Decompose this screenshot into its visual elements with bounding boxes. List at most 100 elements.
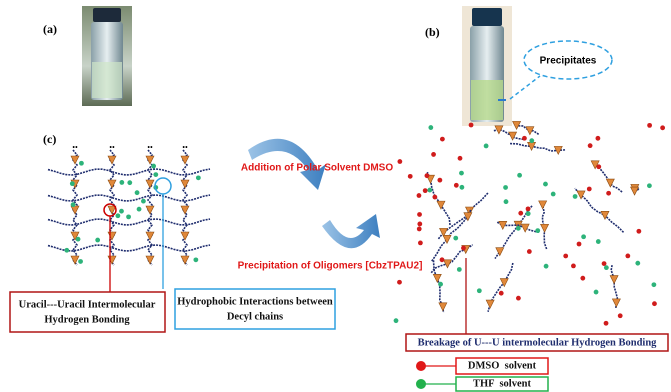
solvent [460, 185, 465, 190]
solvent [79, 161, 84, 166]
solvent [606, 191, 611, 196]
solvent [76, 237, 81, 242]
solvent [604, 321, 609, 326]
solvent [526, 206, 531, 211]
uracil [612, 299, 620, 307]
callout-text: Precipitates [540, 56, 597, 67]
legend-text: DMSO solvent [468, 360, 537, 371]
solvent [518, 211, 523, 216]
solvent [423, 188, 428, 193]
solvent [193, 257, 198, 262]
solvent [602, 261, 607, 266]
solvent [535, 228, 540, 233]
solvent [596, 239, 601, 244]
hbond: •• [72, 143, 78, 152]
solvent [573, 194, 578, 199]
hbond: •• [109, 143, 115, 152]
solvent [427, 188, 432, 193]
uracil [577, 191, 585, 199]
solvent [660, 125, 665, 130]
solvent [437, 178, 442, 183]
solvent [469, 123, 474, 128]
solvent [95, 238, 100, 243]
solvent [153, 172, 158, 177]
solvent [580, 276, 585, 281]
box-text: Breakage of U---U intermolecular Hydroge… [418, 337, 658, 348]
solvent [417, 227, 422, 232]
solvent [636, 229, 641, 234]
uracil [509, 132, 517, 140]
solvent [651, 282, 656, 287]
curved-arrow [322, 214, 380, 248]
solvent [115, 213, 120, 218]
solvent [127, 180, 132, 185]
solvent [417, 193, 422, 198]
solvent [571, 264, 576, 269]
solvent [563, 254, 568, 259]
solvent [432, 195, 437, 200]
solvent [527, 249, 532, 254]
solvent [137, 207, 142, 212]
solvent [551, 192, 556, 197]
solvent [499, 291, 504, 296]
solvent [440, 257, 445, 262]
panel-label: (a) [43, 22, 57, 36]
solvent [397, 280, 402, 285]
uracil [610, 276, 618, 284]
solvent [397, 159, 402, 164]
solvent [503, 185, 508, 190]
label-box [175, 289, 335, 329]
photo-b [462, 6, 512, 126]
hbond: •• [182, 143, 188, 152]
solvent [64, 248, 69, 253]
solvent [119, 180, 124, 185]
solvent [425, 173, 430, 178]
arrow-label: Precipitation of Oligomers [CbzTPAU2] [238, 261, 423, 272]
solvent [71, 202, 76, 207]
box-text: Uracil---Uracil Intermolecular [19, 299, 156, 310]
solvent [417, 212, 422, 217]
uracil [146, 256, 154, 264]
hbond: •• [147, 143, 153, 152]
uracil [433, 274, 441, 282]
solvent [70, 181, 75, 186]
solvent [461, 246, 466, 251]
solvent [587, 187, 592, 192]
solvent [454, 183, 459, 188]
solvent [477, 288, 482, 293]
solvent [394, 318, 399, 323]
uracil [496, 248, 504, 256]
solvent [594, 290, 599, 295]
uracil [146, 232, 154, 240]
solvent [408, 174, 413, 179]
solvent [141, 199, 146, 204]
figure: (a) (b) (c) Precipitates Addition of Pol… [0, 0, 671, 392]
box-text: Hydrogen Bonding [44, 314, 130, 325]
solvent [438, 282, 443, 287]
solvent [516, 226, 521, 231]
solvent [135, 190, 140, 195]
uracil [146, 180, 154, 188]
solvent [526, 211, 531, 216]
solvent [635, 261, 640, 266]
label-box [10, 292, 165, 332]
uracil [181, 180, 189, 188]
callout-line [510, 76, 540, 99]
panel-label: (c) [43, 132, 56, 146]
solvent [652, 301, 657, 306]
solvent [516, 296, 521, 301]
solvent [457, 267, 462, 272]
solvent [529, 138, 534, 143]
solvent [126, 214, 131, 219]
solvent [428, 125, 433, 130]
photo-a [82, 6, 132, 106]
uracil [108, 232, 116, 240]
solvent [484, 144, 489, 149]
chain [432, 209, 471, 261]
uracil [181, 232, 189, 240]
solvent [581, 234, 586, 239]
solvent [119, 209, 124, 214]
solvent [431, 152, 436, 157]
solvent [522, 136, 527, 141]
solvent [440, 137, 445, 142]
